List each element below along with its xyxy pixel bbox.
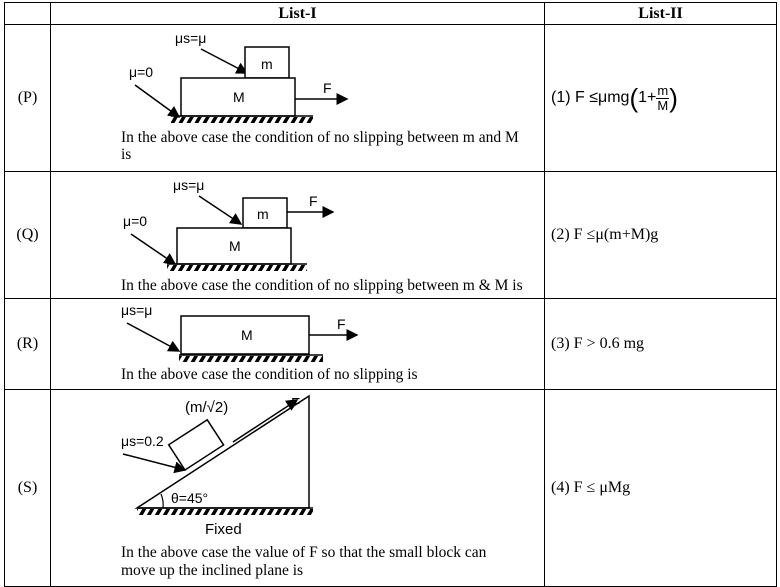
figure-r: μs=μ M F — [121, 302, 359, 362]
caption: In the above case the condition of no sl… — [121, 366, 418, 383]
mu-top-label: μs=μ — [175, 30, 206, 46]
mu-ground-label: μ=0 — [123, 213, 147, 229]
big-block-label: M — [229, 238, 241, 254]
pointer-arrow — [126, 322, 181, 352]
pointer-arrow — [122, 453, 187, 474]
pointer-arrow — [134, 84, 181, 118]
caption: In the above case the value of F so that… — [121, 544, 487, 561]
ground-hatch — [167, 265, 307, 271]
caption: is — [121, 146, 132, 163]
answer-cell-4: (4) F ≤ μMg — [544, 389, 777, 587]
row-label: (S) — [4, 389, 51, 587]
paren-open: ( — [629, 82, 639, 113]
force-label: F — [337, 316, 346, 332]
answer-1-prefix: (1) F ≤μmg — [551, 88, 630, 106]
fixed-label: Fixed — [205, 521, 242, 538]
row-q: (Q) μs=μ μ=0 m F M In the above case the… — [4, 171, 777, 299]
caption: In the above case the condition of no sl… — [121, 277, 523, 294]
mu-top-label: μs=μ — [173, 177, 204, 193]
force-label: F — [323, 80, 332, 96]
answer-cell-1: (1) F ≤μmg(1+ m M) — [544, 24, 777, 172]
header-list-2: List-II — [544, 2, 777, 25]
figure-cell-r: μs=μ M F In the above case the condition… — [50, 298, 545, 390]
row-p: (P) μs=μ μ=0 m M — [4, 24, 777, 172]
mu-label: μs=0.2 — [121, 433, 164, 449]
fraction-denominator: M — [657, 97, 669, 113]
small-block-label: m — [261, 56, 273, 72]
pointer-arrow — [200, 48, 249, 74]
force-arrow — [232, 399, 299, 443]
ground-hatch — [179, 356, 323, 362]
pointer-arrow — [130, 233, 177, 265]
paren-close: ) — [669, 82, 678, 113]
force-label: F — [291, 395, 300, 412]
figure-cell-p: μs=μ μ=0 m M F In the above case the con… — [50, 24, 545, 172]
header-blank — [4, 2, 51, 25]
small-block — [242, 197, 288, 229]
small-block-label: m — [257, 206, 269, 222]
mu-top-label: μs=μ — [121, 302, 152, 318]
matching-table: List-I List-II (P) μs=μ μ=0 m — [4, 2, 777, 587]
figure-p: μs=μ μ=0 m M F — [129, 30, 349, 123]
row-r: (R) μs=μ M F In the above case the condi… — [4, 298, 777, 390]
big-block — [176, 227, 292, 265]
big-block-label: M — [233, 89, 245, 105]
mass-label: (m/√2) — [185, 399, 228, 416]
figure-cell-q: μs=μ μ=0 m F M In the above case the con… — [50, 171, 545, 299]
force-label: F — [309, 193, 318, 209]
header-row: List-I List-II — [4, 2, 777, 25]
row-label: (R) — [4, 298, 51, 390]
fraction-numerator: m — [656, 82, 670, 99]
answer-1-open: 1+ — [638, 88, 657, 106]
row-s: (S) F (m/√2) μs=0.2 θ=45° Fixed In the a… — [4, 389, 777, 587]
figure-q: μs=μ μ=0 m F M — [123, 177, 335, 271]
big-block — [180, 77, 296, 117]
ground-hatch — [171, 117, 313, 123]
caption: In the above case the condition of no sl… — [121, 129, 519, 146]
ground-hatch — [137, 509, 313, 515]
row-label: (Q) — [4, 171, 51, 299]
row-label: (P) — [4, 24, 51, 172]
caption: move up the inclined plane is — [121, 562, 304, 579]
answer-cell-2: (2) F ≤μ(m+M)g — [544, 171, 777, 299]
big-block-label: M — [241, 327, 253, 343]
answer-cell-3: (3) F > 0.6 mg — [544, 298, 777, 390]
figure-s: F (m/√2) μs=0.2 θ=45° Fixed — [121, 394, 313, 538]
angle-label: θ=45° — [171, 490, 208, 506]
figure-cell-s: F (m/√2) μs=0.2 θ=45° Fixed In the above… — [50, 389, 545, 587]
pointer-arrow — [198, 195, 243, 225]
small-block — [244, 46, 290, 79]
incline-block — [167, 418, 225, 472]
mu-ground-label: μ=0 — [129, 64, 153, 80]
header-list-1: List-I — [50, 2, 545, 25]
